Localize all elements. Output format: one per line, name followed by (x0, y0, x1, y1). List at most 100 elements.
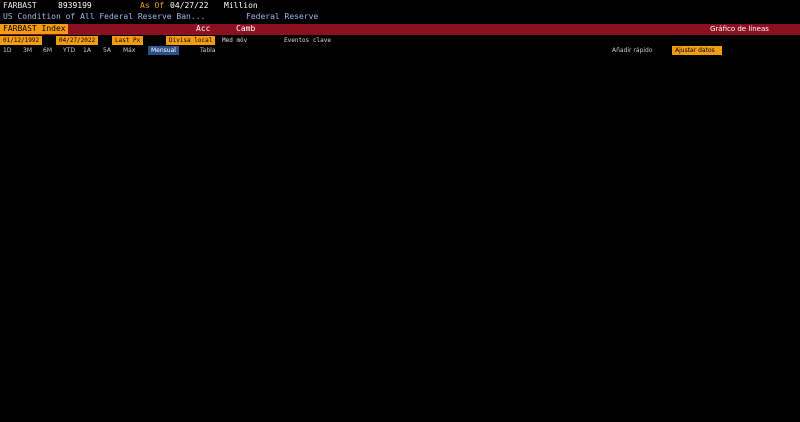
frequency[interactable]: Mensual (148, 46, 179, 55)
y3-tick-label: 3M (777, 283, 789, 292)
x-tick-label: 2008 (85, 405, 105, 414)
last-value-bubble-label: 4157.18 (1, 123, 34, 132)
last-value-bubble-label: 8.939M (775, 78, 800, 87)
last-value-bubble (773, 77, 800, 88)
x-tick-label: 2019 (586, 405, 606, 414)
y2-tick-label: 3.00 (750, 207, 768, 216)
period-row: Mensual Tabla Añadir rápido Ajustar dato… (0, 46, 800, 55)
legend-label: FDTR Index (R1) (122, 90, 187, 99)
legend-swatch (113, 82, 119, 88)
date: 04/27/22 (170, 1, 209, 10)
header-row: FARBAST 8939199 As Of 04/27/22 Million (0, 1, 800, 12)
restore-button[interactable]: Restaurar (452, 72, 492, 81)
adjust[interactable]: Ajustar datos (672, 46, 722, 55)
as-of: As Of (140, 1, 165, 10)
y-tick-label: 1000 (10, 345, 30, 354)
actions[interactable]: Acc (196, 24, 211, 33)
y3-tick-label: 7M (777, 145, 789, 154)
quick-add[interactable]: Añadir rápido (612, 47, 653, 54)
x-tick-label: 2014 (358, 405, 378, 414)
legend-title: Último precio (170, 62, 223, 73)
y-tick-label: 3500 (10, 169, 30, 178)
period-button[interactable]: Máx (123, 47, 136, 54)
legend-swatch (113, 91, 119, 97)
last-value-bubble (0, 122, 31, 133)
value: 8939199 (58, 1, 92, 10)
restore-button-box (439, 70, 493, 83)
period-button[interactable]: 5A (103, 47, 111, 54)
y-tick-label: 4500 (10, 99, 30, 108)
y2-tick-label: 2.00 (750, 264, 768, 273)
x-tick-label: 2018 (540, 405, 560, 414)
legend-label: SPX Index (L1) (122, 81, 180, 90)
period-button[interactable]: 1A (83, 47, 91, 54)
x-axis-band (0, 397, 800, 422)
y2-tick-label: 1.00 (750, 321, 768, 330)
period-button[interactable]: 6M (43, 47, 52, 54)
x-tick-label: 2010 (176, 405, 196, 414)
y3-tick-label: 2M (777, 318, 789, 327)
y-tick-label: 5000 (10, 64, 30, 73)
period-button[interactable]: 1D (3, 47, 12, 54)
y-tick-label: 2500 (10, 240, 30, 249)
y3-tick-label: 5M (777, 214, 789, 223)
legend-swatch (113, 73, 119, 79)
events[interactable]: Eventos clave (284, 37, 331, 44)
series-line (33, 83, 726, 369)
ticker: FARBAST (3, 1, 37, 10)
x-tick-label: 2021 (677, 405, 697, 414)
y-tick-label: 500 (15, 381, 30, 390)
y3-tick-label: 4M (777, 249, 789, 258)
description: US Condition of All Federal Reserve Ban.… (3, 12, 206, 21)
compare[interactable]: Camb (236, 24, 256, 33)
source: Federal Reserve (246, 12, 319, 21)
period-button[interactable]: 3M (23, 47, 32, 54)
x-tick-label: 2016 (449, 405, 469, 414)
series-line (32, 82, 726, 367)
y3-tick-label: 6M (777, 180, 789, 189)
last-value-bubble (747, 320, 769, 331)
legend-value: 4156.68 (205, 81, 238, 90)
x-tick-label: 2009 (131, 405, 151, 414)
toolbar-button[interactable]: Anotar (362, 58, 389, 67)
y2-tick-label: 4.00 (750, 151, 768, 160)
period-button[interactable]: YTD (63, 47, 75, 54)
x-tick-label: 2017 (495, 405, 515, 414)
x-tick-label: 2020 (631, 405, 651, 414)
y3-tick-label: 1M (777, 352, 789, 361)
legend-box (109, 62, 245, 104)
currency[interactable]: Divisa local (166, 36, 216, 45)
security[interactable]: FARBAST Index (0, 24, 68, 34)
legend-value: 1.00 (220, 90, 238, 99)
toolbar-button[interactable]: Noticias (402, 58, 434, 67)
moving-average[interactable]: Med móv (222, 37, 248, 44)
security-row: FARBAST Index Acc Camb Gráfico de líneas (0, 24, 800, 35)
x-tick-label: 2015 (404, 405, 424, 414)
end-date[interactable]: 04/27/2022 (56, 36, 99, 45)
last-value-bubble-label: 1.00 (749, 321, 767, 330)
table[interactable]: Tabla (200, 47, 216, 54)
field[interactable]: Last Px (112, 36, 144, 45)
y2-tick-label: 0.00 (750, 377, 768, 386)
y-tick-label: 2000 (10, 275, 30, 284)
y3-tick-label: 8M (777, 111, 789, 120)
unit: Million (224, 1, 258, 10)
legend-label: FARBAST Index (R2) (122, 72, 202, 81)
y-tick-label: 4000 (10, 134, 30, 143)
description-row: US Condition of All Federal Reserve Ban.… (0, 12, 800, 23)
chart-kind: Gráfico de líneas (710, 25, 769, 33)
y-tick-label: 1500 (10, 310, 30, 319)
toolbar-button[interactable]: Seguir (322, 58, 348, 67)
chart-background (0, 56, 800, 422)
start-date[interactable]: 01/12/1992 (0, 36, 43, 45)
x-tick-label: 2022 (709, 405, 729, 414)
toolbar-button[interactable]: Zoom (442, 58, 465, 67)
settings-row: 01/12/1992 04/27/2022 Last Px Divisa loc… (0, 36, 800, 45)
x-tick-label: 2012 (267, 405, 287, 414)
x-tick-label: 2007 (40, 405, 60, 414)
y2-tick-label: 5.00 (750, 94, 768, 103)
series-line (32, 82, 726, 370)
